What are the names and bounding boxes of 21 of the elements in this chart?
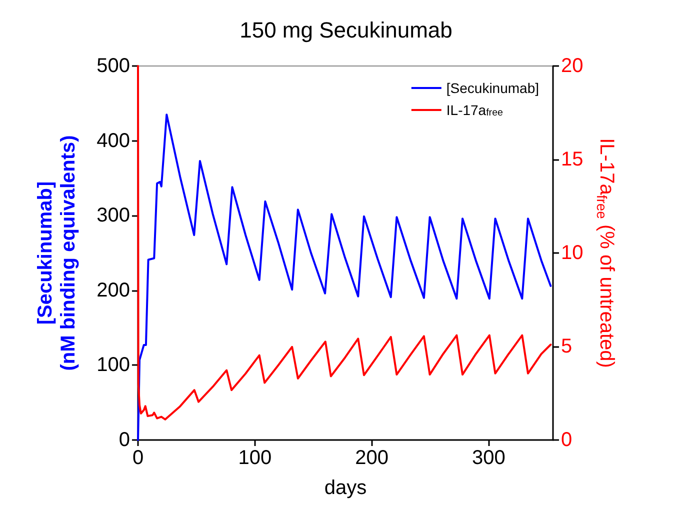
y2-tick-label: 15	[561, 148, 584, 170]
y-tick-label: 200	[96, 279, 130, 302]
legend-label: [Secukinumab]	[446, 80, 540, 96]
y2-tick-label: 0	[561, 429, 572, 451]
y-tick-label: 100	[96, 354, 130, 376]
chart-title: 150 mg Secukinumab	[240, 18, 452, 42]
line-series	[137, 65, 552, 420]
y2-tick-label: 20	[561, 55, 584, 77]
y-tick-label: 0	[118, 429, 130, 451]
x-tick-label: 0	[132, 447, 144, 469]
x-axis-title: days	[324, 477, 367, 499]
x-tick-label: 300	[472, 447, 506, 469]
y-tick-label: 300	[96, 204, 130, 227]
y2-tick-label: 10	[561, 242, 584, 264]
y-tick-label: 500	[96, 55, 130, 77]
y-tick-label: 400	[96, 130, 130, 152]
x-tick-label: 100	[238, 447, 272, 469]
y-axis-title: [Secukinumab] (nM binding equivalents)	[34, 135, 80, 371]
y2-tick-label: 5	[561, 336, 572, 358]
x-tick-label: 200	[355, 447, 388, 469]
y2-axis-title: IL-17afree (% of untreated)	[594, 138, 618, 368]
